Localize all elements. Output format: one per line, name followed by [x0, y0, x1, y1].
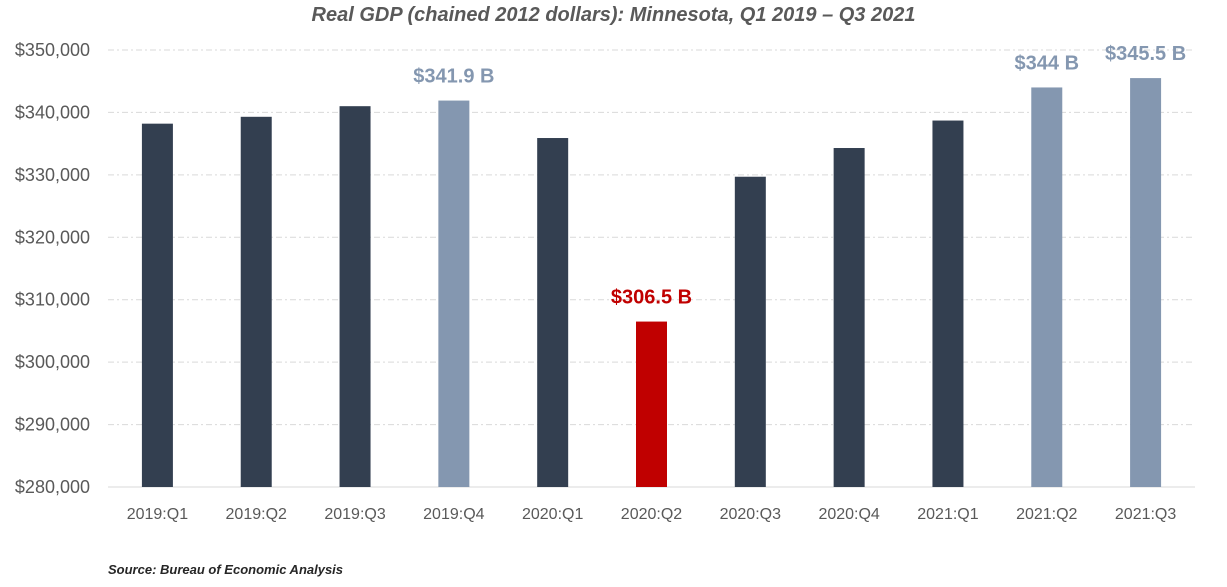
bar-2020-q1 [537, 138, 569, 487]
x-tick-label: 2019:Q3 [324, 506, 385, 523]
x-tick-label: 2020:Q4 [818, 506, 879, 523]
y-axis-ticks: $280,000 $290,000 $300,000 $310,000 $320,000… [15, 40, 90, 497]
data-label: $345.5 B [1105, 43, 1186, 65]
bar-2021-q2 [1031, 87, 1063, 487]
x-tick-label: 2019:Q4 [423, 506, 484, 523]
x-tick-label: 2020:Q2 [621, 506, 682, 523]
data-label: $341.9 B [413, 66, 494, 88]
bar-2019-q2 [240, 116, 272, 487]
y-tick-label: $290,000 [15, 415, 90, 435]
y-tick-label: $300,000 [15, 352, 90, 372]
data-label: $344 B [1015, 52, 1080, 74]
x-tick-label: 2020:Q3 [720, 506, 781, 523]
bar-2020-q4 [833, 148, 865, 487]
bar-2021-q3 [1130, 78, 1162, 487]
chart-title: Real GDP (chained 2012 dollars): Minneso… [311, 4, 916, 26]
x-tick-label: 2019:Q1 [127, 506, 188, 523]
y-tick-label: $330,000 [15, 165, 90, 185]
data-label: $306.5 B [611, 287, 692, 309]
bar-2021-q1 [932, 120, 964, 488]
x-tick-label: 2021:Q1 [917, 506, 978, 523]
x-axis-ticks: 2019:Q1 2019:Q2 2019:Q3 2019:Q4 2020:Q1 2020:… [127, 506, 1177, 523]
y-tick-label: $350,000 [15, 40, 90, 60]
y-tick-label: $310,000 [15, 290, 90, 310]
bars [141, 78, 1162, 488]
x-tick-label: 2020:Q1 [522, 506, 583, 523]
source-note: Source: Bureau of Economic Analysis [108, 562, 344, 577]
y-tick-label: $340,000 [15, 102, 90, 122]
data-labels: $341.9 B $306.5 B $344 B $345.5 B [413, 43, 1186, 308]
bar-2019-q3 [339, 106, 371, 487]
x-tick-label: 2019:Q2 [226, 506, 287, 523]
bar-2020-q3 [734, 176, 766, 488]
y-tick-label: $320,000 [15, 227, 90, 247]
y-tick-label: $280,000 [15, 477, 90, 497]
bar-2019-q4 [438, 100, 470, 488]
bar-2019-q1 [141, 123, 173, 487]
x-tick-label: 2021:Q3 [1115, 506, 1176, 523]
x-tick-label: 2021:Q2 [1016, 506, 1077, 523]
bar-2020-q2 [636, 321, 667, 487]
